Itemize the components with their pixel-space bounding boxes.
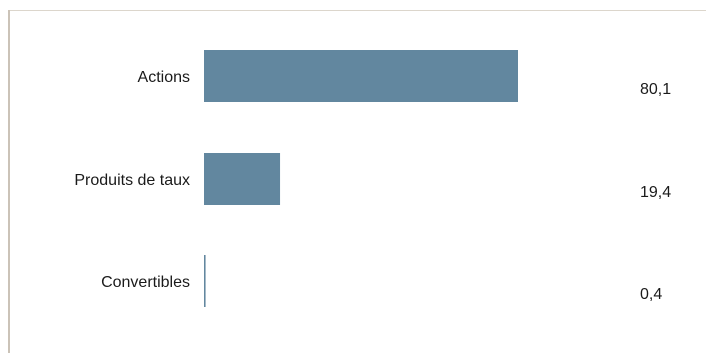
bar (204, 50, 518, 102)
value-label: 80,1 (640, 81, 671, 98)
value-label: 19,4 (640, 184, 671, 201)
bar (204, 255, 206, 307)
left-border (8, 10, 10, 353)
bar (204, 153, 281, 205)
value-label: 0,4 (640, 286, 662, 303)
top-border (8, 10, 706, 11)
category-label: Produits de taux (74, 172, 190, 189)
category-label: Actions (138, 69, 190, 86)
category-label: Convertibles (101, 274, 190, 291)
